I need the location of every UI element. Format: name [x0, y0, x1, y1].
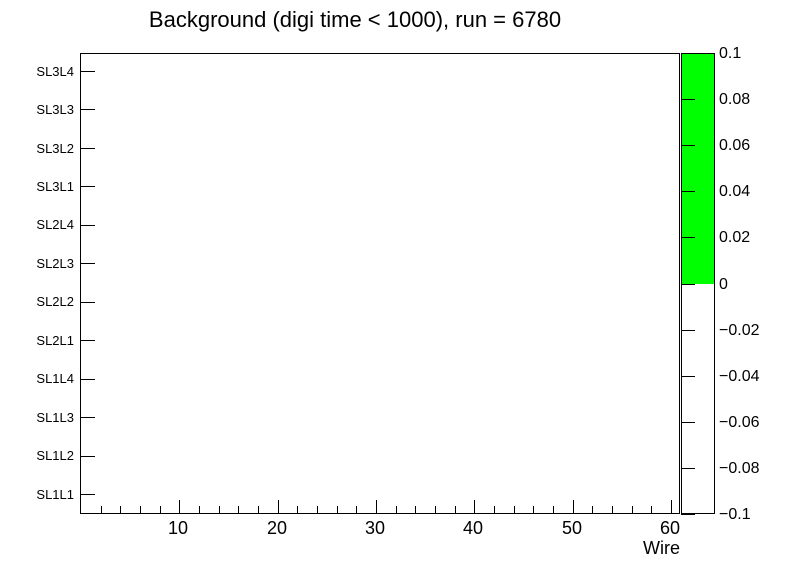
y-tick-label: SL1L1 [36, 487, 74, 502]
colorbar-tick-label: −0.06 [719, 414, 760, 431]
y-tick [81, 417, 95, 418]
x-minor-tick [199, 506, 200, 513]
colorbar-tick-label: 0.04 [719, 183, 751, 200]
x-minor-tick [592, 506, 593, 513]
x-major-tick [671, 500, 672, 513]
y-tick [81, 456, 95, 457]
y-tick-label: SL1L4 [36, 371, 74, 386]
colorbar-tick [681, 237, 695, 238]
colorbar-tick-label: 0.1 [719, 45, 742, 62]
y-tick [81, 494, 95, 495]
x-minor-tick [396, 506, 397, 513]
x-minor-tick [317, 506, 318, 513]
y-tick [81, 263, 95, 264]
y-tick-label: SL1L3 [36, 410, 74, 425]
x-minor-tick [435, 506, 436, 513]
colorbar[interactable] [681, 53, 715, 514]
y-tick-label: SL2L2 [36, 294, 74, 309]
colorbar-tick-label: 0.02 [719, 229, 751, 246]
x-minor-tick [337, 506, 338, 513]
colorbar-tick [681, 99, 695, 100]
x-minor-tick [455, 506, 456, 513]
colorbar-tick [681, 284, 695, 285]
x-minor-tick [651, 506, 652, 513]
x-tick-label: 60 [659, 518, 681, 538]
x-minor-tick [140, 506, 141, 513]
colorbar-tick [681, 145, 695, 146]
x-tick-label: 10 [167, 518, 189, 538]
y-tick [81, 340, 95, 341]
y-tick-label: SL3L3 [36, 102, 74, 117]
x-minor-tick [258, 506, 259, 513]
colorbar-tick-label: 0 [719, 276, 728, 293]
plot-area[interactable] [81, 54, 679, 513]
y-tick-label: SL3L2 [36, 141, 74, 156]
x-minor-tick [612, 506, 613, 513]
y-tick-label: SL3L1 [36, 179, 74, 194]
x-minor-tick [494, 506, 495, 513]
x-tick-label: 30 [364, 518, 386, 538]
x-tick-label: 40 [462, 518, 484, 538]
x-major-tick [474, 500, 475, 513]
y-tick [81, 302, 95, 303]
x-minor-tick [553, 506, 554, 513]
colorbar-fill [682, 54, 714, 284]
x-major-tick [179, 500, 180, 513]
x-minor-tick [160, 506, 161, 513]
colorbar-tick-label: 0.08 [719, 91, 751, 108]
colorbar-tick [681, 191, 695, 192]
colorbar-tick-label: −0.04 [719, 368, 760, 385]
colorbar-tick-label: −0.1 [719, 506, 751, 523]
colorbar-tick [681, 376, 695, 377]
y-tick-label: SL2L4 [36, 217, 74, 232]
x-major-tick [573, 500, 574, 513]
page-title: Background (digi time < 1000), run = 678… [148, 7, 562, 32]
colorbar-tick [681, 422, 695, 423]
x-minor-tick [415, 506, 416, 513]
y-tick-label: SL2L3 [36, 256, 74, 271]
colorbar-tick-label: 0.06 [719, 137, 751, 154]
x-minor-tick [297, 506, 298, 513]
colorbar-tick [681, 514, 695, 515]
x-minor-tick [356, 506, 357, 513]
colorbar-tick [681, 468, 695, 469]
y-tick [81, 186, 95, 187]
plot-frame [80, 53, 680, 514]
x-minor-tick [533, 506, 534, 513]
x-tick-label: 50 [561, 518, 583, 538]
x-major-tick [278, 500, 279, 513]
y-tick [81, 225, 95, 226]
x-minor-tick [219, 506, 220, 513]
y-tick [81, 379, 95, 380]
y-tick [81, 148, 95, 149]
y-tick [81, 109, 95, 110]
y-tick [81, 71, 95, 72]
y-tick-label: SL2L1 [36, 333, 74, 348]
x-minor-tick [120, 506, 121, 513]
x-minor-tick [238, 506, 239, 513]
colorbar-tick [681, 53, 695, 54]
colorbar-tick [681, 330, 695, 331]
x-major-tick [376, 500, 377, 513]
x-minor-tick [632, 506, 633, 513]
x-minor-tick [101, 506, 102, 513]
x-tick-label: 20 [266, 518, 288, 538]
y-tick-label: SL1L2 [36, 448, 74, 463]
x-minor-tick [514, 506, 515, 513]
colorbar-tick-label: −0.08 [719, 460, 760, 477]
x-axis-title: Wire [643, 538, 680, 558]
y-tick-label: SL3L4 [36, 64, 74, 79]
colorbar-tick-label: −0.02 [719, 322, 760, 339]
